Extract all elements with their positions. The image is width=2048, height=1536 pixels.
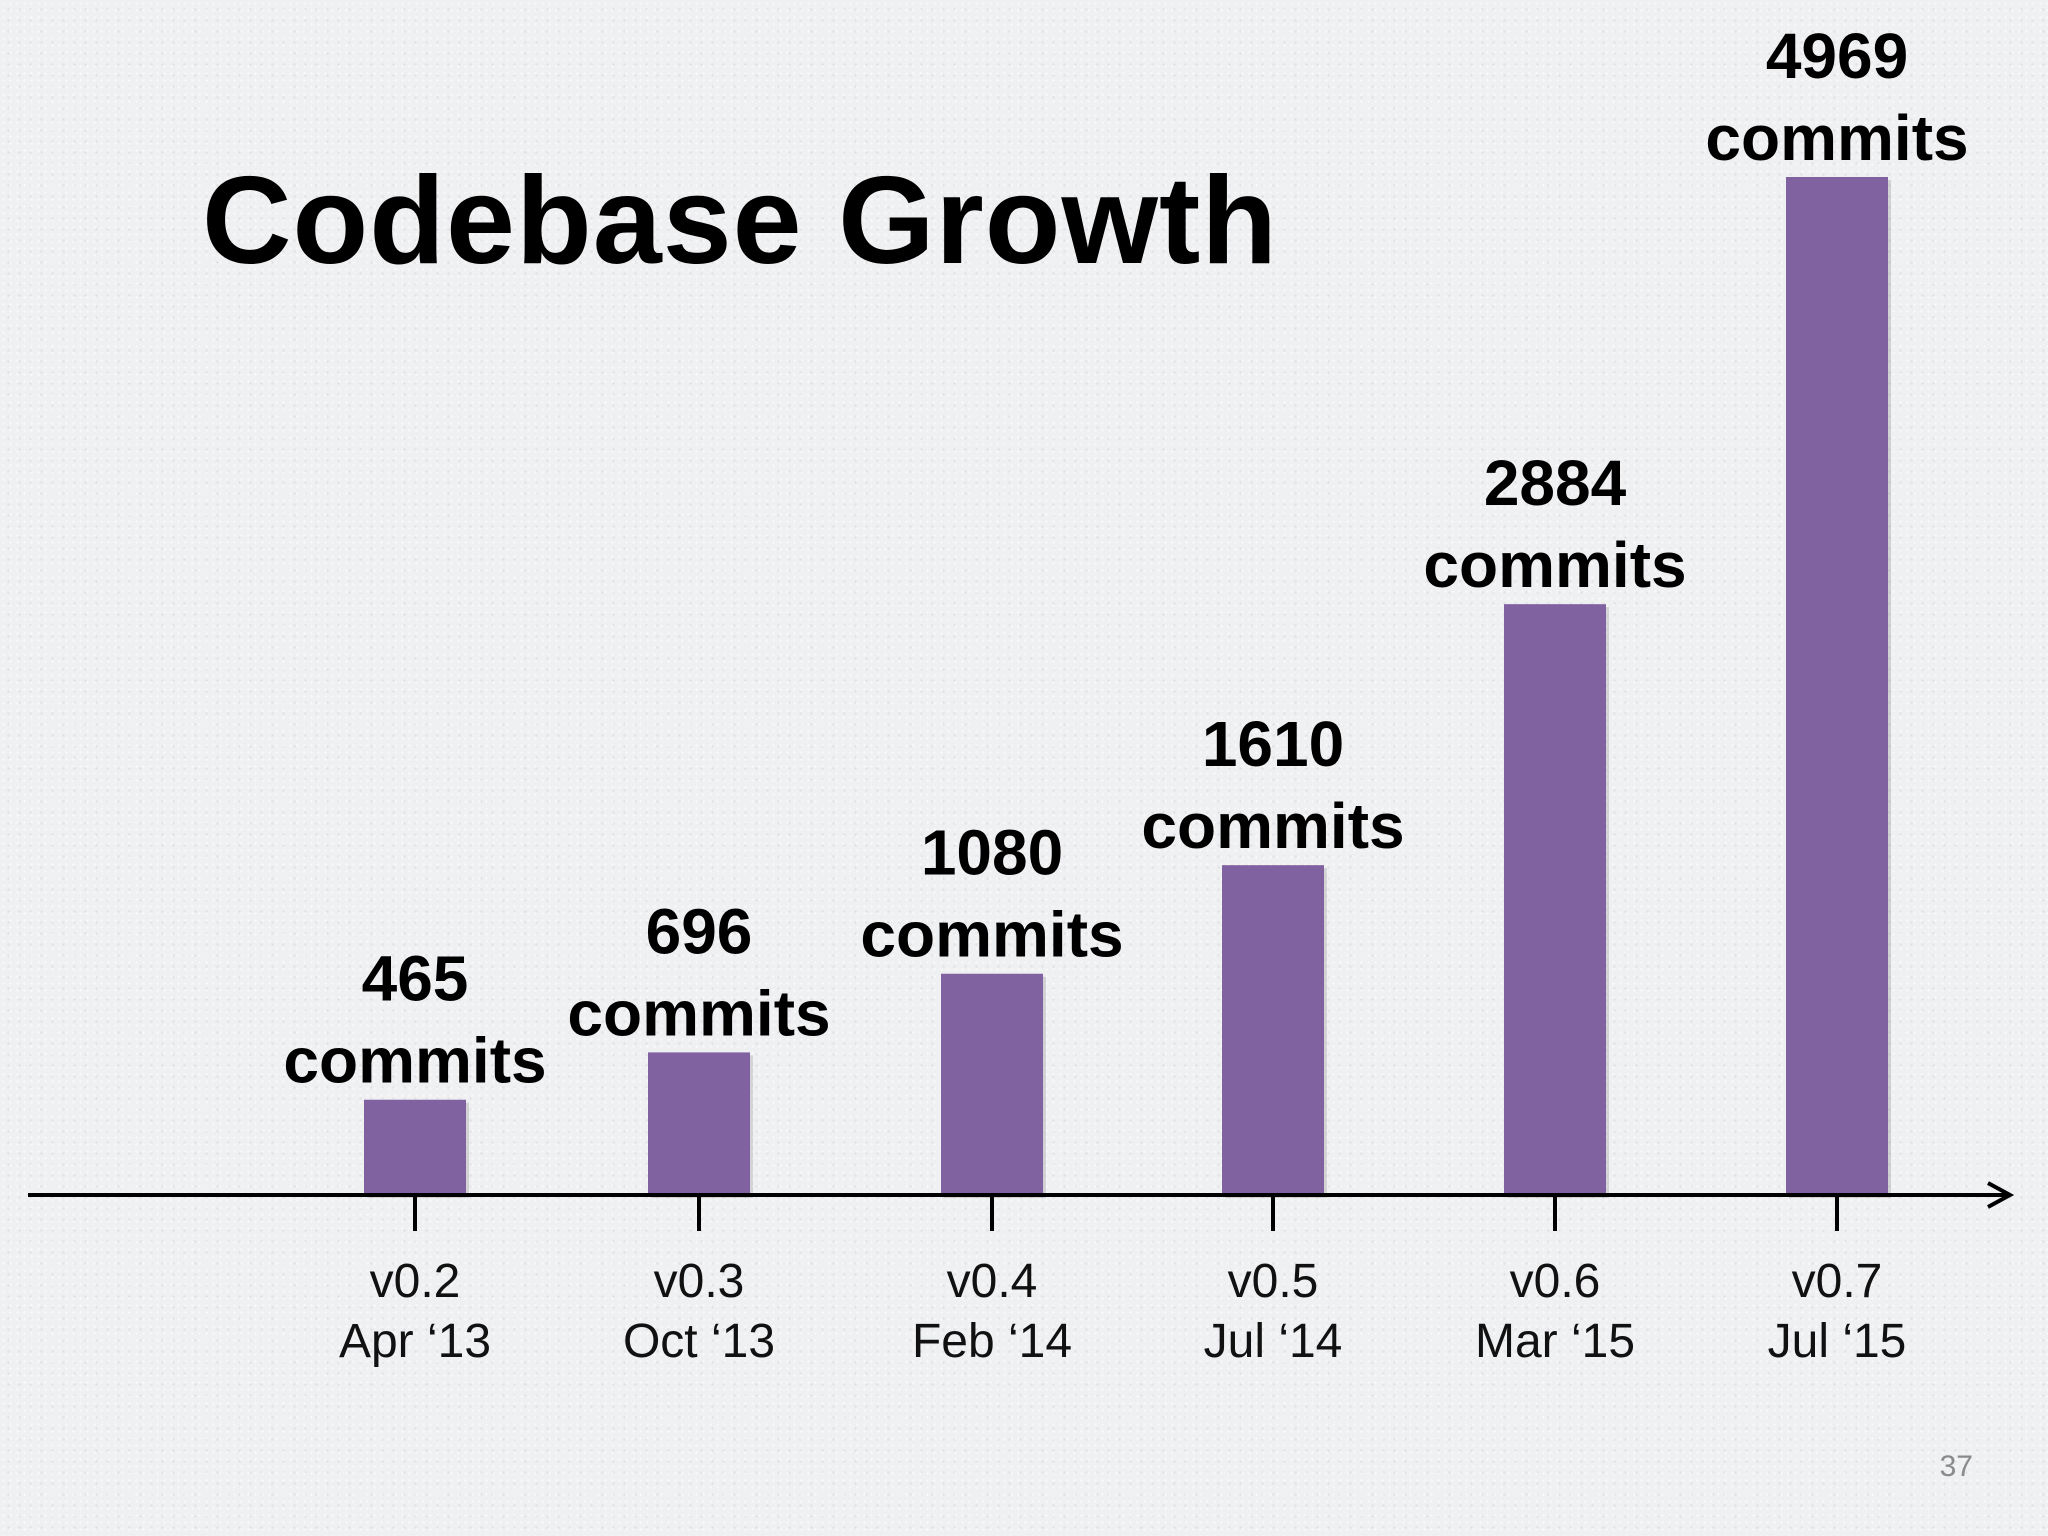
data-label-unit: commits (1705, 102, 1968, 174)
data-label-value: 1610 (1202, 708, 1344, 780)
tick-label-version: v0.6 (1510, 1255, 1601, 1308)
tick-label-date: Mar ‘15 (1475, 1315, 1635, 1368)
data-label-value: 696 (646, 895, 753, 967)
tick-label-version: v0.2 (370, 1255, 461, 1308)
tick-label-version: v0.5 (1228, 1255, 1319, 1308)
tick-label-version: v0.4 (947, 1255, 1038, 1308)
bar (1504, 604, 1606, 1195)
bars-layer (364, 177, 1891, 1198)
data-label-value: 4969 (1766, 20, 1908, 92)
x-axis-arrowhead (1987, 1181, 2015, 1209)
tick-label-date: Jul ‘14 (1204, 1315, 1343, 1368)
data-label-value: 2884 (1484, 447, 1627, 519)
tick-label-version: v0.3 (654, 1255, 745, 1308)
chart-title: Codebase Growth (202, 152, 1279, 290)
bar (648, 1052, 750, 1195)
data-label-value: 1080 (921, 817, 1063, 889)
data-labels-layer: 465 commits 696 commits 1080 commits 1610 commi… (283, 20, 1968, 1097)
bar (364, 1099, 466, 1195)
tick-labels-layer: v0.2 Apr ‘13 v0.3 Oct ‘13 v0.4 Feb ‘14 v0.5 Jul… (339, 1255, 1906, 1368)
data-label-unit: commits (283, 1025, 546, 1097)
slide-number: 37 (1939, 1450, 1973, 1483)
tick-label-date: Jul ‘15 (1768, 1315, 1907, 1368)
tick-label-date: Feb ‘14 (912, 1315, 1072, 1368)
data-label-unit: commits (860, 899, 1123, 971)
tick-label-date: Oct ‘13 (623, 1315, 775, 1368)
tick-label-date: Apr ‘13 (339, 1315, 491, 1368)
data-label-unit: commits (1141, 790, 1404, 862)
bar (941, 973, 1043, 1195)
tick-label-version: v0.7 (1792, 1255, 1883, 1308)
data-label-value: 465 (362, 943, 469, 1015)
bar (1222, 865, 1324, 1195)
x-axis (28, 1181, 2015, 1231)
data-label-unit: commits (567, 977, 830, 1049)
bar (1786, 177, 1888, 1195)
data-label-unit: commits (1423, 529, 1686, 601)
